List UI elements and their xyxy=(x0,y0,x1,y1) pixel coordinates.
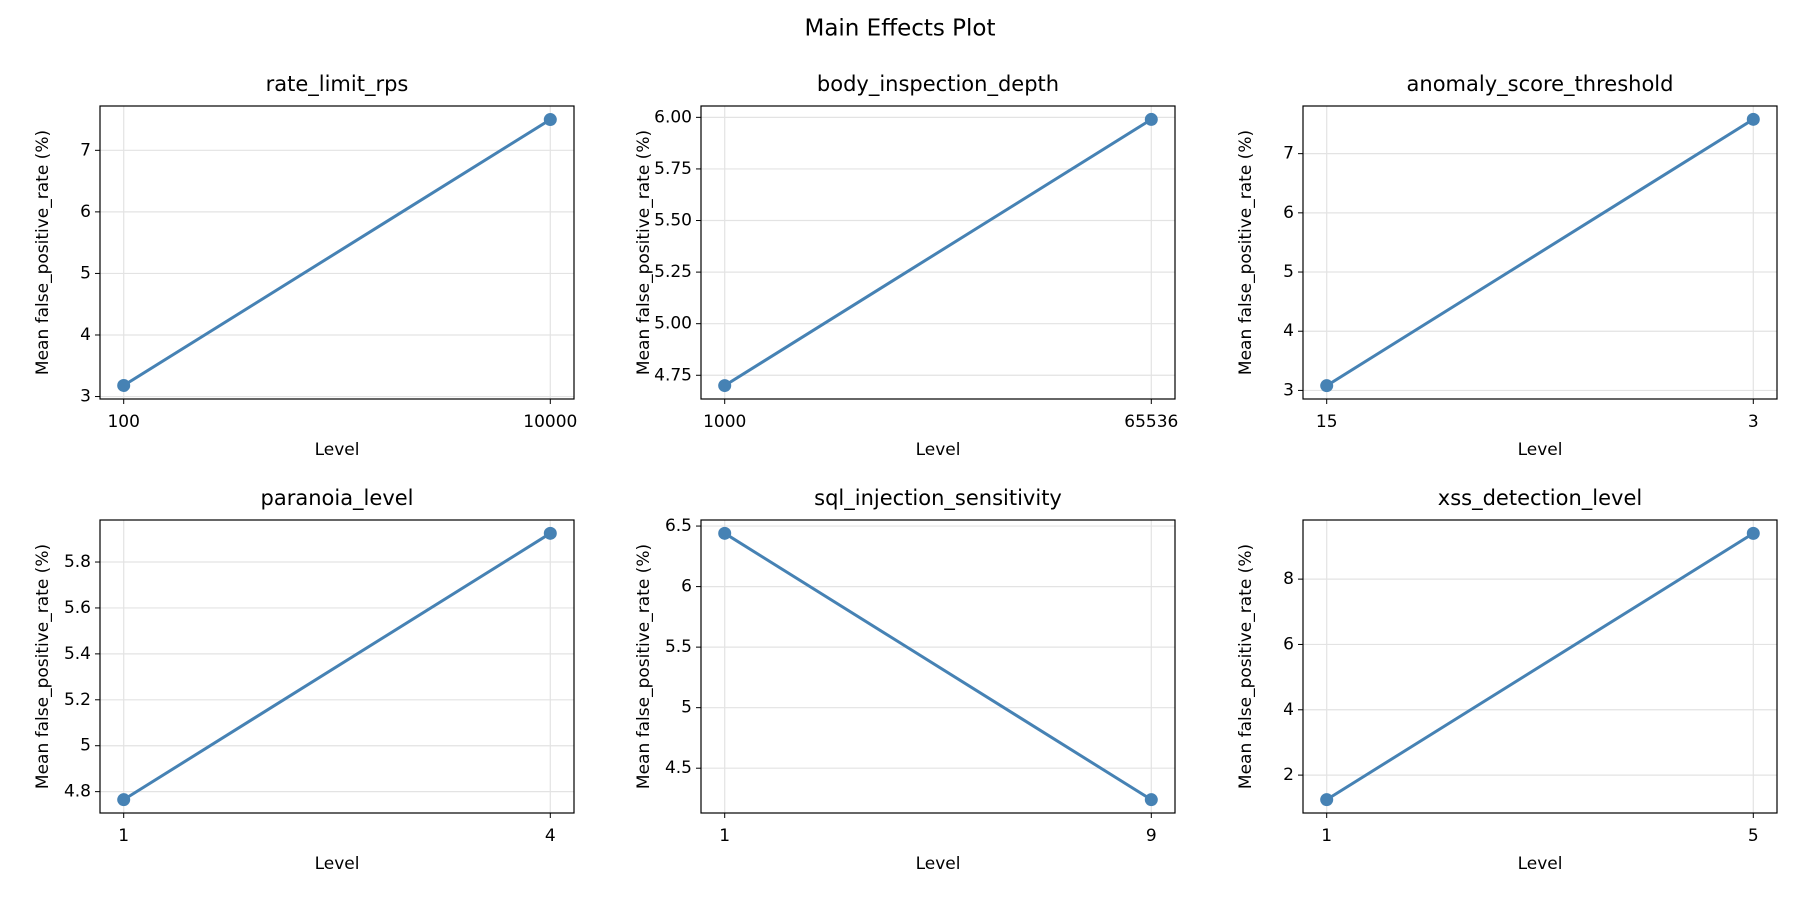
axes-frame xyxy=(1302,519,1778,814)
y-tick-label: 5.75 xyxy=(654,159,692,179)
line xyxy=(122,532,552,801)
subplot-title: paranoia_level xyxy=(261,486,414,511)
y-axis-label: Mean false_positive_rate (%) xyxy=(634,130,654,375)
axes-frame xyxy=(99,519,575,814)
marker xyxy=(1320,379,1334,393)
y-tick-label: 5.2 xyxy=(64,690,91,710)
subplot-title: xss_detection_level xyxy=(1438,486,1642,511)
axes-frame xyxy=(99,105,575,400)
x-axis-label: Level xyxy=(315,440,360,460)
y-tick-label: 6 xyxy=(1283,634,1294,654)
y-tick-label: 5.00 xyxy=(654,314,692,334)
y-tick-label: 6 xyxy=(1283,203,1294,223)
y-axis-label: Mean false_positive_rate (%) xyxy=(33,130,53,375)
y-tick-label: 5.5 xyxy=(665,637,692,657)
line xyxy=(1325,118,1755,387)
y-tick-label: 4.8 xyxy=(64,782,91,802)
marker xyxy=(1746,112,1760,126)
subplot-title: anomaly_score_threshold xyxy=(1407,72,1674,97)
y-tick-label: 4.5 xyxy=(665,758,692,778)
y-tick-label: 4.75 xyxy=(654,365,692,385)
marker xyxy=(117,378,131,392)
y-tick-label: 5.25 xyxy=(654,262,692,282)
line xyxy=(1325,532,1755,801)
y-tick-label: 5 xyxy=(80,736,91,756)
x-axis-label: Level xyxy=(315,854,360,874)
y-tick-label: 6 xyxy=(80,202,91,222)
line xyxy=(723,118,1153,387)
x-tick-label: 65536 xyxy=(1124,412,1178,432)
subplot-title: sql_injection_sensitivity xyxy=(814,486,1062,511)
y-tick-label: 4 xyxy=(1283,700,1294,720)
y-tick-label: 7 xyxy=(80,140,91,160)
axes-frame xyxy=(700,105,1176,400)
x-tick-label: 1000 xyxy=(703,412,746,432)
x-tick-label: 5 xyxy=(1748,826,1759,846)
y-axis-label: Mean false_positive_rate (%) xyxy=(1236,130,1256,375)
y-tick-label: 3 xyxy=(1283,380,1294,400)
y-axis-label: Mean false_positive_rate (%) xyxy=(634,544,654,789)
subplot-title: rate_limit_rps xyxy=(266,72,409,97)
y-tick-label: 5.4 xyxy=(64,644,91,664)
y-axis-label: Mean false_positive_rate (%) xyxy=(1236,544,1256,789)
x-tick-label: 100 xyxy=(107,412,139,432)
x-tick-label: 1 xyxy=(118,826,129,846)
y-tick-label: 7 xyxy=(1283,144,1294,164)
x-tick-label: 10000 xyxy=(523,412,577,432)
line xyxy=(723,532,1153,801)
marker xyxy=(543,113,557,127)
y-tick-label: 8 xyxy=(1283,569,1294,589)
y-tick-label: 4 xyxy=(1283,321,1294,341)
y-tick-label: 5 xyxy=(80,263,91,283)
y-tick-label: 5.8 xyxy=(64,552,91,572)
y-tick-label: 3 xyxy=(80,387,91,407)
marker xyxy=(1320,793,1334,807)
y-tick-label: 6 xyxy=(681,577,692,597)
marker xyxy=(543,526,557,540)
marker xyxy=(1144,793,1158,807)
y-tick-label: 2 xyxy=(1283,765,1294,785)
y-tick-label: 4 xyxy=(80,325,91,345)
y-tick-label: 6.00 xyxy=(654,107,692,127)
subplot-title: body_inspection_depth xyxy=(817,72,1059,97)
x-tick-label: 15 xyxy=(1316,412,1338,432)
x-tick-label: 1 xyxy=(1321,826,1332,846)
axes-frame xyxy=(700,519,1176,814)
figure-title: Main Effects Plot xyxy=(804,16,995,42)
marker xyxy=(1144,112,1158,126)
x-axis-label: Level xyxy=(916,854,961,874)
marker xyxy=(718,526,732,540)
marker xyxy=(1746,526,1760,540)
x-tick-label: 3 xyxy=(1748,412,1759,432)
y-axis-label: Mean false_positive_rate (%) xyxy=(33,544,53,789)
axes-frame xyxy=(1302,105,1778,400)
x-tick-label: 9 xyxy=(1146,826,1157,846)
x-axis-label: Level xyxy=(1518,854,1563,874)
line xyxy=(122,118,552,387)
x-axis-label: Level xyxy=(1518,440,1563,460)
y-tick-label: 5 xyxy=(1283,262,1294,282)
x-tick-label: 1 xyxy=(719,826,730,846)
x-axis-label: Level xyxy=(916,440,961,460)
x-tick-label: 4 xyxy=(545,826,556,846)
y-tick-label: 5.50 xyxy=(654,211,692,231)
y-tick-label: 5.6 xyxy=(64,598,91,618)
y-tick-label: 5 xyxy=(681,698,692,718)
y-tick-label: 6.5 xyxy=(665,516,692,536)
marker xyxy=(718,379,732,393)
marker xyxy=(117,793,131,807)
